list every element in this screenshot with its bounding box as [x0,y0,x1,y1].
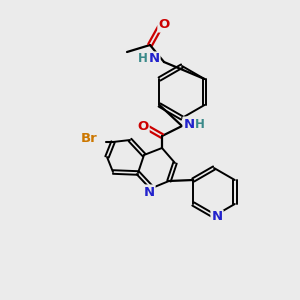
Text: O: O [158,19,169,32]
Text: N: N [143,185,155,199]
Text: H: H [138,52,148,65]
Text: N: N [183,118,195,130]
Text: Br: Br [81,131,98,145]
Text: H: H [195,118,205,130]
Text: N: N [212,211,223,224]
Text: N: N [148,52,160,65]
Text: O: O [137,119,148,133]
